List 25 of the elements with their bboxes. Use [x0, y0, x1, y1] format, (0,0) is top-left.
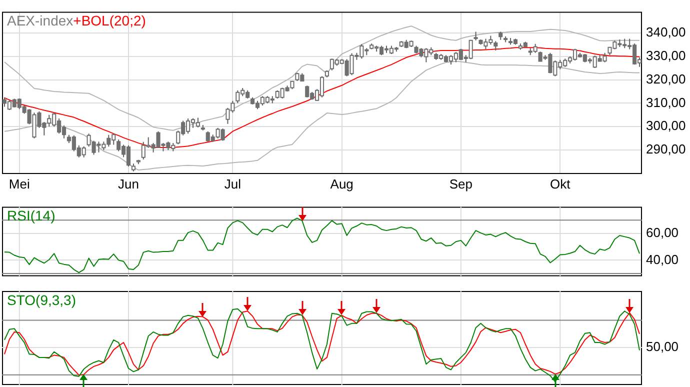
y-tick-label: 40,00 — [646, 252, 679, 267]
series-label: STO(9,3,3) — [7, 292, 76, 308]
candlestick — [498, 31, 503, 40]
x-tick-label: Sep — [449, 176, 472, 192]
y-tick-label: 310,00 — [646, 94, 686, 110]
y-tick-label: 330,00 — [646, 48, 686, 63]
x-tick-label: Aug — [330, 176, 354, 192]
y-tick-label: 340,00 — [646, 24, 686, 40]
candlestick — [324, 70, 329, 78]
text: RSI(14) — [7, 208, 56, 224]
x-tick-label: Jul — [224, 176, 242, 192]
candlestick — [131, 163, 136, 172]
candlestick — [200, 124, 205, 131]
y-tick-label: 290,00 — [646, 142, 686, 157]
x-tick-label: Jun — [118, 176, 139, 192]
y-tick-label: 300,00 — [646, 118, 686, 134]
y-tick-label: 320,00 — [646, 71, 686, 86]
text: +BOL(20;2) — [73, 12, 146, 29]
chart-title: AEX-index — [7, 12, 74, 29]
text: 50,00 — [646, 339, 679, 354]
candlestick — [474, 31, 478, 41]
x-tick-label: Okt — [550, 176, 571, 192]
candlestick — [504, 36, 508, 43]
x-tick-label: Mei — [8, 176, 30, 192]
y-tick-label: 60,00 — [646, 225, 679, 240]
